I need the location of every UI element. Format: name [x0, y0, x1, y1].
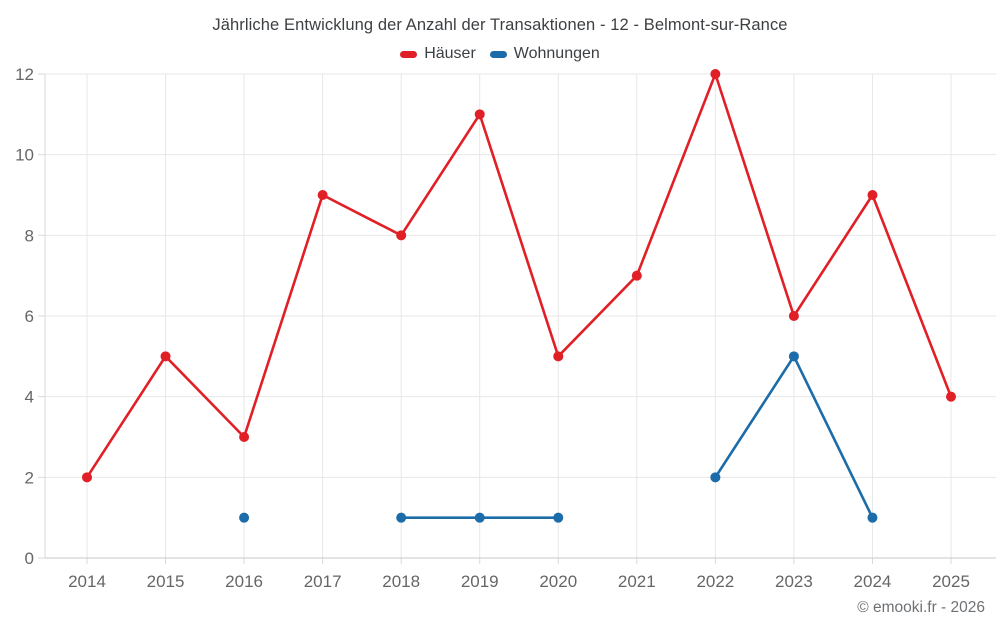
x-axis-label: 2016: [225, 572, 263, 591]
haeuser-series-swatch: [400, 50, 418, 58]
data-point-häuser-2024[interactable]: [867, 190, 878, 200]
x-axis-label: 2015: [147, 572, 185, 591]
data-point-häuser-2018[interactable]: [396, 230, 407, 241]
x-axis-label: 2021: [618, 572, 656, 591]
legend-label-wohnungen: Wohnungen: [513, 45, 600, 62]
data-point-häuser-2022[interactable]: [710, 69, 721, 79]
y-axis-label: 6: [25, 307, 34, 326]
wohnungen-series-swatch: [489, 50, 507, 58]
x-axis-label: 2023: [775, 572, 813, 591]
legend-label-haeuser: Häuser: [424, 45, 476, 62]
y-axis-label: 4: [25, 388, 34, 407]
x-axis-label: 2022: [696, 572, 734, 591]
copyright-watermark: © emooki.fr - 2026: [857, 599, 985, 616]
y-axis-label: 0: [25, 549, 34, 568]
x-axis-label: 2014: [68, 572, 106, 591]
chart-title: Jährliche Entwicklung der Anzahl der Tra…: [212, 16, 788, 34]
x-axis-label: 2024: [854, 572, 892, 591]
data-point-häuser-2025[interactable]: [946, 391, 956, 402]
data-point-häuser-2023[interactable]: [788, 311, 799, 321]
x-axis-label: 2019: [461, 572, 499, 591]
data-point-häuser-2016[interactable]: [239, 432, 250, 442]
y-axis-label: 2: [25, 468, 34, 487]
data-point-wohnungen-2023[interactable]: [788, 351, 799, 362]
legend: Häuser Wohnungen: [0, 45, 1000, 63]
series-line-häuser: [85, 72, 953, 479]
legend-item-haeuser[interactable]: Häuser: [400, 45, 476, 63]
data-point-wohnungen-2019[interactable]: [474, 512, 485, 523]
data-point-häuser-2015[interactable]: [160, 351, 171, 362]
x-axis-label: 2025: [932, 572, 970, 591]
data-point-häuser-2021[interactable]: [631, 270, 642, 281]
data-point-wohnungen-2022[interactable]: [710, 472, 721, 483]
data-point-wohnungen-2018[interactable]: [396, 512, 407, 523]
y-axis-label: 12: [15, 65, 34, 84]
data-point-häuser-2017[interactable]: [317, 190, 328, 200]
x-axis-label: 2018: [382, 572, 420, 591]
data-point-wohnungen-2016[interactable]: [239, 512, 250, 523]
legend-item-wohnungen[interactable]: Wohnungen: [489, 45, 600, 63]
y-axis-label: 10: [15, 146, 34, 165]
data-point-wohnungen-2024[interactable]: [867, 512, 878, 523]
data-point-häuser-2020[interactable]: [553, 351, 564, 362]
y-axis-label: 8: [25, 226, 34, 245]
data-point-wohnungen-2020[interactable]: [553, 512, 564, 523]
x-axis-label: 2020: [539, 572, 577, 591]
data-point-häuser-2019[interactable]: [474, 109, 485, 120]
x-axis-label: 2017: [304, 572, 342, 591]
data-point-häuser-2014[interactable]: [82, 472, 92, 483]
